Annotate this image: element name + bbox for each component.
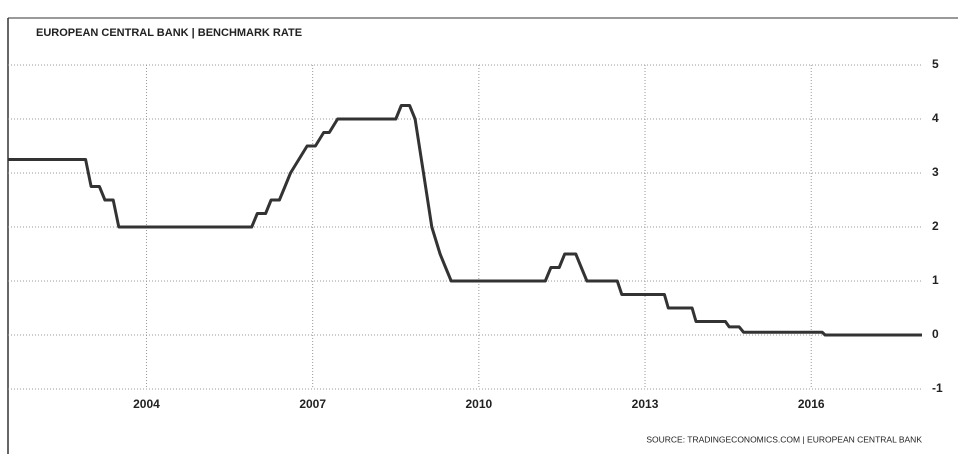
y-tick-label: 2: [932, 219, 939, 233]
x-tick-label: 2013: [632, 397, 659, 411]
source: SOURCE: TRADINGECONOMICS.COM | EUROPEAN …: [646, 434, 922, 444]
chart-title: EUROPEAN CENTRAL BANK | BENCHMARK RATE: [36, 27, 302, 39]
y-tick-label: 4: [932, 111, 939, 125]
y-tick-label: 5: [932, 57, 939, 71]
x-tick-label: 2010: [465, 397, 492, 411]
y-tick-label: 1: [932, 273, 939, 287]
y-tick-label: 0: [932, 327, 939, 341]
y-tick-label: 3: [932, 165, 939, 179]
x-tick-label: 2007: [299, 397, 326, 411]
y-tick-label: -1: [932, 381, 943, 395]
line: [8, 104, 922, 337]
x-tick-label: 2016: [798, 397, 825, 411]
x-tick-label: 2004: [133, 397, 160, 411]
